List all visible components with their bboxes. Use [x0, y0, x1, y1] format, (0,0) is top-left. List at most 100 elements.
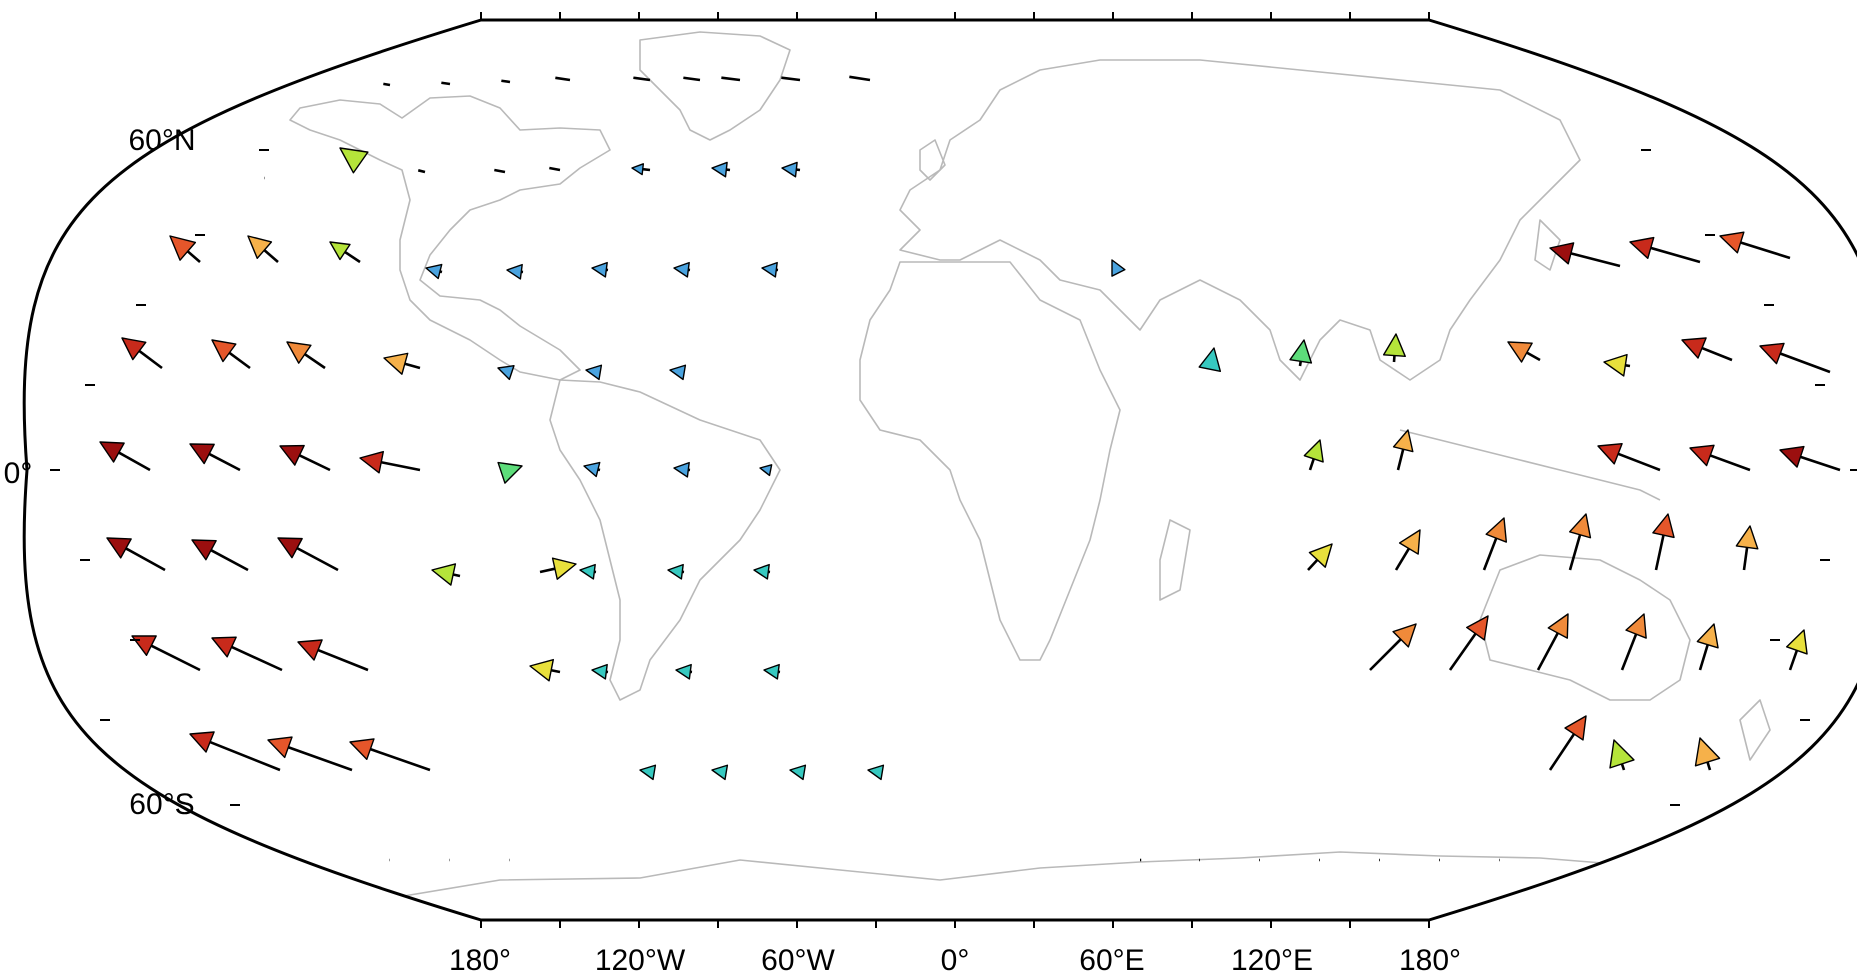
- label-lon-0: 0°: [941, 944, 970, 977]
- velocity-arrow: [1689, 444, 1751, 472]
- velocity-arrow: [1548, 715, 1587, 771]
- velocity-arrow: [506, 263, 524, 280]
- greenland-coast: [639, 31, 791, 141]
- new-zealand-coast: [1739, 699, 1771, 761]
- velocity-arrow: [1382, 333, 1406, 363]
- velocity-arrow: [383, 82, 391, 87]
- velocity-arrow: [211, 339, 251, 370]
- label-lat-60s: 60°S: [129, 788, 194, 821]
- velocity-arrow: [359, 450, 421, 474]
- velocity-arrow: [501, 79, 511, 84]
- velocity-arrow: [497, 365, 515, 381]
- velocity-arrow: [417, 169, 426, 174]
- velocity-arrow: [247, 235, 279, 263]
- velocity-arrow: [639, 764, 657, 781]
- velocity-arrow: [549, 166, 561, 172]
- velocity-arrow: [669, 364, 687, 381]
- frame-ticks: [50, 12, 1857, 928]
- velocity-arrow: [1448, 615, 1489, 671]
- velocity-arrows: [99, 75, 1841, 862]
- madagascar-coast: [1159, 519, 1191, 601]
- label-lat-60n: 60°N: [128, 124, 195, 157]
- velocity-arrow: [1785, 629, 1808, 671]
- velocity-arrow: [1735, 525, 1759, 571]
- velocity-arrow: [1394, 529, 1421, 571]
- velocity-arrow: [494, 168, 506, 174]
- velocity-arrow: [759, 464, 773, 477]
- velocity-arrow: [1289, 339, 1313, 367]
- velocity-arrow: [1568, 513, 1592, 571]
- velocity-arrow: [121, 337, 163, 370]
- velocity-arrow: [1392, 429, 1414, 471]
- velocity-arrow: [1759, 342, 1831, 374]
- velocity-arrow: [591, 261, 609, 278]
- japan-coast: [1534, 219, 1561, 271]
- velocity-arrow: [849, 75, 871, 82]
- velocity-arrow: [211, 636, 283, 672]
- label-lon-180e: 180°: [1399, 944, 1461, 977]
- velocity-arrow: [277, 537, 339, 572]
- velocity-arrow: [189, 443, 241, 472]
- velocity-arrow: [1603, 353, 1631, 377]
- velocity-arrow: [781, 161, 801, 178]
- velocity-arrow: [431, 563, 461, 586]
- velocity-arrow: [585, 364, 603, 381]
- velocity-arrow: [781, 76, 801, 82]
- velocity-arrow: [1652, 513, 1675, 571]
- velocity-arrow: [1629, 236, 1701, 264]
- velocity-arrow: [579, 563, 597, 580]
- velocity-arrow: [721, 76, 741, 82]
- label-lon-60e: 60°E: [1079, 944, 1144, 977]
- velocity-arrow: [1307, 543, 1333, 571]
- velocity-arrow: [1507, 341, 1541, 363]
- velocity-arrow: [425, 263, 443, 280]
- velocity-arrow: [329, 241, 361, 264]
- velocity-arrow: [497, 461, 523, 484]
- velocity-arrow: [1536, 613, 1569, 671]
- velocity-arrow: [297, 639, 369, 672]
- velocity-arrow: [1303, 439, 1324, 471]
- velocity-arrow: [1597, 443, 1661, 472]
- velocity-arrow: [1549, 242, 1621, 268]
- velocity-arrow: [673, 461, 691, 478]
- australia-coast: [1479, 554, 1691, 701]
- velocity-arrow: [583, 461, 601, 478]
- velocity-arrow: [867, 764, 885, 781]
- uk-coast: [919, 139, 946, 181]
- velocity-arrow: [753, 563, 771, 580]
- velocity-arrow: [99, 441, 151, 472]
- velocity-arrow: [673, 261, 691, 278]
- africa-coast: [859, 261, 1121, 661]
- north-america-coast: [289, 95, 611, 381]
- velocity-arrow: [441, 81, 451, 86]
- velocity-arrow: [1681, 337, 1733, 362]
- velocity-arrow: [349, 738, 431, 772]
- label-lat-0: 0°: [4, 457, 33, 490]
- label-lon-180w: 180°: [449, 944, 511, 977]
- velocity-arrow: [383, 352, 421, 375]
- velocity-arrow: [667, 563, 685, 580]
- velocity-arrow: [1482, 517, 1508, 571]
- velocity-arrow: [1620, 613, 1647, 671]
- velocity-arrow: [191, 539, 249, 572]
- label-lon-120w: 120°W: [595, 944, 686, 977]
- velocity-arrow: [761, 261, 779, 278]
- velocity-arrow: [339, 147, 369, 174]
- velocity-arrow: [106, 537, 166, 572]
- velocity-arrow: [675, 663, 693, 680]
- velocity-arrow: [1111, 259, 1126, 277]
- velocity-arrow: [711, 161, 731, 178]
- velocity-arrow: [539, 557, 577, 580]
- velocity-arrow: [169, 235, 201, 263]
- south-america-coast: [549, 379, 781, 701]
- velocity-arrow: [1779, 445, 1841, 472]
- velocity-arrow: [789, 764, 807, 781]
- velocity-arrow: [1694, 737, 1721, 771]
- velocity-arrow: [1198, 347, 1222, 372]
- velocity-arrow: [267, 736, 353, 772]
- label-lon-60w: 60°W: [761, 944, 835, 977]
- velocity-arrow: [763, 663, 781, 680]
- velocity-arrow: [555, 76, 571, 82]
- indonesia-coast: [1399, 429, 1661, 501]
